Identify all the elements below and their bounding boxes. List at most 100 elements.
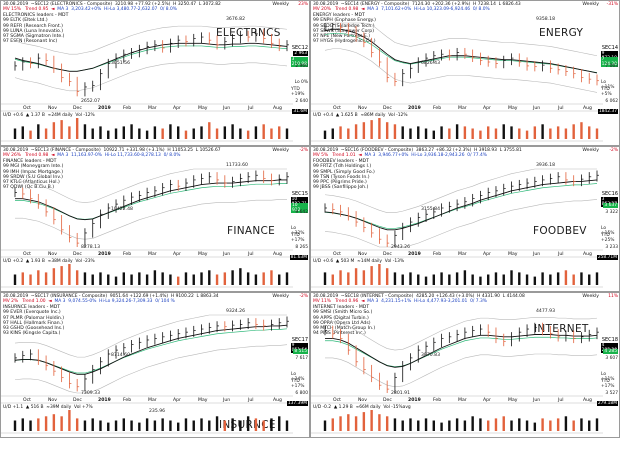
leader-item[interactable]: 99 ENPH (Enphase Energy.) [313,18,376,24]
volume-bar [161,418,164,431]
ytd-label: YTD +5% [601,87,612,97]
indicator-header: U/D +0.4 ▲ 1.625 B ≈86M daily Vol -12% [313,113,408,118]
volume-bar [401,274,404,285]
leader-item[interactable]: 99 FRTZ (Tdh Holdings I.) [313,164,372,170]
x-tick-label: Nov [48,106,57,111]
timeframe-label[interactable]: Weekly [272,148,289,153]
leader-item[interactable]: 97 QDWI (Qc B.Ciu B.) [3,185,55,191]
timeframe-label[interactable]: Weekly [582,148,599,153]
x-tick-label: May [198,398,208,403]
leader-item[interactable]: 94 PINS (Pinterest Inc.) [313,331,366,337]
price-hi-caption: 11733.60 [226,163,248,168]
header-title: 30.08.2019 ~SEC14 (ENERGY - Composite) [313,2,410,7]
volume-bar [177,276,180,285]
leader-item[interactable]: 99 SMPL (Simply Good Fo.) [313,169,375,175]
leader-item[interactable]: 99 PPC (Pilgrims Pride.) [313,180,367,186]
volume-bar [518,128,521,139]
envelope-upper [325,317,598,351]
volume-bar [541,418,544,431]
volume-bar [145,274,149,285]
volume-bar [107,422,110,431]
leader-item[interactable]: 99 EVER (Everquote Inc.) [3,310,61,316]
scale-tick-low: 6 800 [295,391,308,396]
timeframe-label[interactable]: Weekly [582,2,599,7]
leader-item[interactable]: 99 MTCH (Match Group In.) [313,326,376,332]
ma-line [14,324,288,375]
volume-bar [208,122,211,139]
envelope-lower [14,62,288,92]
price-tag-last: 3 210.98 [290,57,308,67]
leader-item[interactable]: 99 TSN (Tyson Foods In.) [313,174,370,180]
volume-bar [370,266,373,285]
leader-item[interactable]: 99 LUNA (Luna Innovatio.) [3,28,63,34]
leader-item[interactable]: 97 SPWR (Sunpower Corp) [313,28,374,34]
leader-item[interactable]: 93 KINS (Kingsle Capita.) [3,331,61,337]
price-mid-caption: 6826.43 [421,61,440,66]
chart-panel-internet[interactable]: 30.08.2019 ~SEC18 (INTERNET - Composite)… [310,292,620,438]
volume-bar [107,274,110,285]
volume-bar [60,416,63,431]
volume-bar [549,274,552,285]
leader-item[interactable]: 99 SEDG (Solaredge Tech.) [313,23,375,29]
price-chart[interactable] [1,293,293,438]
leader-item[interactable]: 97 HALL (Hallmark Finan.) [3,320,63,326]
price-chart[interactable] [311,1,603,146]
chart-panel-insurance[interactable]: 30.08.2019 ~SEC17 (INSURANCE - Composite… [0,292,310,438]
price-scale: 23% SEC12 2 963 3 210.98 2 960 Lo 0% YTD… [290,1,309,145]
leader-item[interactable]: 97 KTLC (Atlanticus Hol.) [3,180,60,186]
volume-bar [99,126,102,139]
leader-item[interactable]: 93 GSHD (Goosehead Ins.) [3,326,65,332]
x-tick-label: Aug [273,398,282,403]
chart-panel-energy[interactable]: 30.08.2019 ~SEC14 (ENERGY - Composite) 7… [310,0,620,146]
price-scale: -2% SEC17 9 051.64 8 515 7 617 Lo +24% Y… [286,293,309,437]
leader-item[interactable]: 99 JBSS (Sanfilippo Joh.) [313,185,369,191]
x-tick-label: Jul [558,398,564,403]
volume-bar [378,264,381,285]
volume-bar [432,420,435,431]
leader-item[interactable]: 99 SMSI (Smith Micro So.) [313,310,373,316]
leader-item[interactable]: 99 IMH (Impac Mortgage.) [3,169,64,175]
price-chart[interactable] [311,147,603,292]
x-tick-label: Feb [123,252,132,257]
leader-item[interactable]: 99 SRDW (S.U Global Inv.) [3,174,63,180]
volume-bar [37,418,40,431]
timeframe-label[interactable]: Weekly [272,2,289,7]
vol-tag: 31.6M [292,109,308,114]
price-chart[interactable] [311,293,603,438]
x-tick-label: 2019 [408,398,421,403]
volume-bar [471,128,474,139]
price-chart[interactable] [1,147,293,292]
x-tick-label: Feb [123,106,132,111]
x-tick-label: 2019 [408,252,421,257]
volume-bar [122,418,125,431]
x-tick-label: Aug [273,252,282,257]
leader-item[interactable]: 97 ESEN (Resonant Inc) [3,39,58,45]
price-hi-caption: 9358.18 [536,17,555,22]
leader-item[interactable]: 99 APPS (Digital Turbin.) [313,315,369,321]
timeframe-label[interactable]: Weekly [582,294,599,299]
leader-item[interactable]: 99 REFR (Research Front.) [3,23,63,29]
volume-bar [262,124,265,139]
volume-bar [362,122,366,139]
leader-item[interactable]: 97 PLMR (Palomar Holdin.) [3,315,65,321]
timeframe-label[interactable]: Weekly [272,294,289,299]
leader-item[interactable]: 99 ELTK (Eltek Ltd.) [3,18,48,24]
volume-bar [370,120,373,139]
chart-panel-finance[interactable]: 30.08.2019 ~SEC13 (FINANCE - Composite) … [0,146,310,292]
chart-panel-electronics[interactable]: 30.08.2019 ~SEC12 (ELECTRONICS - Composi… [0,0,310,146]
volume-bar [130,420,133,431]
price-chart[interactable] [1,1,293,146]
vol-tag: 1842.37 [597,109,618,114]
leader-item[interactable]: 99 MGI (Moneygram Inte.) [3,164,64,170]
volume-bar [13,274,17,285]
price-lo-caption: 7309.33 [81,391,100,396]
leader-item[interactable]: 97 SGMA (Sigmatron Inte.) [3,34,65,40]
volume-bar [52,414,56,431]
volume-bar [285,420,289,431]
leader-item[interactable]: 97 HYGS (Hydrogenics Co.) [313,39,376,45]
leader-item[interactable]: 97 NFE (New Fortress E.) [313,34,371,40]
lo-label: Lo +11% [601,80,615,90]
volume-bar [409,128,412,139]
chart-panel-foodbev[interactable]: 30.08.2019 ~SEC16 (FOODBEV - Composite) … [310,146,620,292]
